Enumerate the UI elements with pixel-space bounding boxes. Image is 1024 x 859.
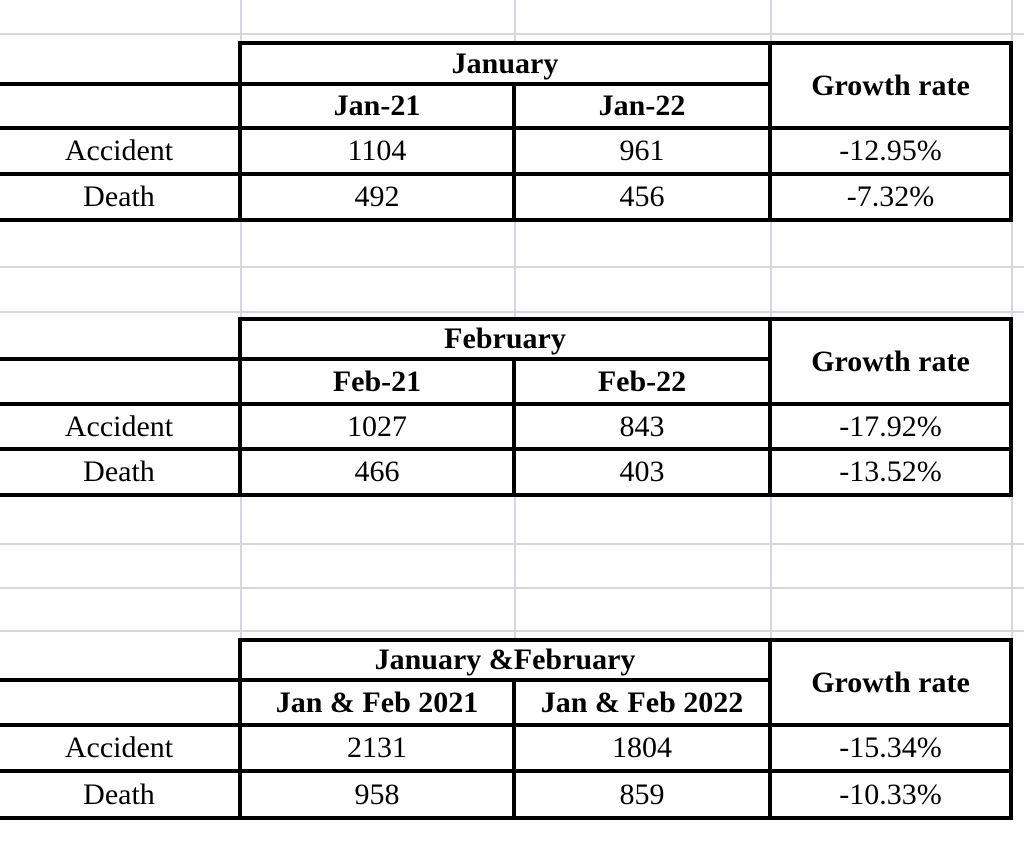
- period-header-cell[interactable]: Jan-22: [516, 86, 772, 130]
- value-cell[interactable]: 1804: [516, 727, 772, 773]
- value-cell[interactable]: 466: [242, 451, 516, 497]
- row-label-cell[interactable]: Accident: [0, 406, 242, 451]
- value-cell[interactable]: 2131: [242, 727, 516, 773]
- grid-hline: [0, 33, 1024, 35]
- corner-blank-cell[interactable]: [0, 317, 242, 361]
- blank-cell[interactable]: [0, 682, 242, 727]
- value-cell[interactable]: 1104: [242, 130, 516, 176]
- growth-value-cell[interactable]: -17.92%: [772, 406, 1013, 451]
- month-table-jan-feb-combined: January &February Growth rate Jan & Feb …: [0, 638, 1013, 820]
- period-header-cell[interactable]: Feb-22: [516, 361, 772, 406]
- blank-cell[interactable]: [0, 361, 242, 406]
- month-header-cell[interactable]: February: [242, 317, 772, 361]
- growth-value-cell[interactable]: -13.52%: [772, 451, 1013, 497]
- growth-rate-header-cell[interactable]: Growth rate: [772, 638, 1013, 727]
- period-header-cell[interactable]: Feb-21: [242, 361, 516, 406]
- row-label-cell[interactable]: Accident: [0, 727, 242, 773]
- grid-hline: [0, 587, 1024, 589]
- growth-value-cell[interactable]: -7.32%: [772, 176, 1013, 222]
- growth-value-cell[interactable]: -10.33%: [772, 773, 1013, 820]
- blank-cell[interactable]: [0, 86, 242, 130]
- period-header-cell[interactable]: Jan-21: [242, 86, 516, 130]
- value-cell[interactable]: 961: [516, 130, 772, 176]
- value-cell[interactable]: 403: [516, 451, 772, 497]
- corner-blank-cell[interactable]: [0, 638, 242, 682]
- growth-rate-header-cell[interactable]: Growth rate: [772, 41, 1013, 130]
- period-header-cell[interactable]: Jan & Feb 2022: [516, 682, 772, 727]
- month-header-cell[interactable]: January &February: [242, 638, 772, 682]
- month-header-cell[interactable]: January: [242, 41, 772, 86]
- growth-rate-header-cell[interactable]: Growth rate: [772, 317, 1013, 406]
- grid-hline: [0, 630, 1024, 632]
- row-label-cell[interactable]: Accident: [0, 130, 242, 176]
- grid-hline: [0, 266, 1024, 268]
- month-table-january: January Growth rate Jan-21 Jan-22 Accide…: [0, 41, 1013, 222]
- value-cell[interactable]: 958: [242, 773, 516, 820]
- value-cell[interactable]: 859: [516, 773, 772, 820]
- month-table-february: February Growth rate Feb-21 Feb-22 Accid…: [0, 317, 1013, 497]
- growth-value-cell[interactable]: -15.34%: [772, 727, 1013, 773]
- value-cell[interactable]: 843: [516, 406, 772, 451]
- growth-value-cell[interactable]: -12.95%: [772, 130, 1013, 176]
- grid-hline: [0, 311, 1024, 313]
- row-label-cell[interactable]: Death: [0, 176, 242, 222]
- value-cell[interactable]: 456: [516, 176, 772, 222]
- row-label-cell[interactable]: Death: [0, 773, 242, 820]
- period-header-cell[interactable]: Jan & Feb 2021: [242, 682, 516, 727]
- value-cell[interactable]: 492: [242, 176, 516, 222]
- row-label-cell[interactable]: Death: [0, 451, 242, 497]
- value-cell[interactable]: 1027: [242, 406, 516, 451]
- grid-hline: [0, 543, 1024, 545]
- corner-blank-cell[interactable]: [0, 41, 242, 86]
